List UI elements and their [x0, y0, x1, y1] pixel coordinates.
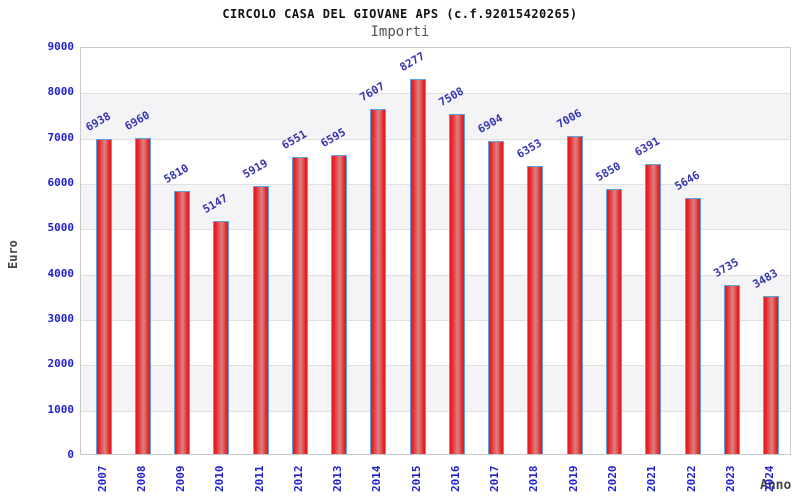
chart-title: CIRCOLO CASA DEL GIOVANE APS (c.f.920154… — [222, 7, 578, 21]
bar-2012 — [291, 157, 308, 454]
x-axis-title: Anno — [760, 478, 792, 493]
y-tick-label: 8000 — [47, 85, 75, 99]
gridline — [81, 365, 790, 367]
bar-2007 — [95, 139, 112, 454]
x-tick-label: 2019 — [566, 465, 580, 493]
x-tick-label: 2016 — [448, 465, 462, 493]
y-tick-label: 1000 — [47, 402, 75, 416]
bar-value-label: 5850 — [593, 159, 623, 184]
bar-2014 — [370, 109, 387, 454]
x-tick-label: 2012 — [291, 465, 305, 493]
bar-2021 — [645, 164, 662, 454]
bar-value-label: 8277 — [397, 49, 427, 74]
y-tick-label: 4000 — [47, 266, 75, 280]
bar-2011 — [252, 185, 269, 454]
plot-area: 6938 6960 5810 5147 5919 6551 6595 7607 8277 7508… — [80, 47, 791, 455]
bar-2022 — [684, 198, 701, 454]
gridline — [81, 410, 790, 412]
bar-2017 — [488, 141, 505, 454]
chart-subtitle: Importi — [370, 24, 430, 40]
bar-value-label: 6353 — [514, 136, 545, 161]
bar-2010 — [213, 220, 230, 454]
y-tick-label: 5000 — [47, 221, 75, 235]
grid-band — [81, 184, 790, 230]
bar-2018 — [527, 166, 544, 454]
x-tick-label: 2014 — [370, 465, 384, 493]
bar-2013 — [331, 155, 348, 454]
x-tick-label: 2009 — [174, 465, 188, 493]
x-tick-label: 2011 — [252, 465, 266, 493]
x-tick-label: 2007 — [95, 465, 109, 493]
y-tick-label: 0 — [67, 448, 74, 461]
bar-value-label: 5810 — [161, 161, 191, 186]
gridline — [81, 138, 790, 140]
x-tick-label: 2008 — [134, 465, 148, 493]
x-tick-label: 2018 — [527, 465, 541, 493]
gridline — [81, 229, 790, 231]
grid-band — [81, 365, 790, 411]
y-tick-label: 9000 — [47, 40, 75, 53]
bar-2015 — [409, 78, 426, 454]
x-tick-label: 2023 — [723, 465, 737, 493]
gridline — [81, 274, 790, 276]
y-axis-title: Euro — [6, 240, 20, 269]
grid-band — [81, 93, 790, 139]
x-tick-label: 2015 — [409, 465, 423, 493]
x-tick-label: 2021 — [645, 465, 659, 493]
x-tick-label: 2010 — [213, 465, 227, 493]
bar-2020 — [606, 188, 622, 454]
bar-2019 — [566, 136, 583, 454]
y-tick-label: 6000 — [47, 176, 75, 189]
grid-band — [81, 274, 790, 320]
gridline — [81, 320, 790, 321]
gridline — [81, 93, 790, 95]
y-tick-label: 3000 — [47, 312, 75, 325]
x-tick-label: 2020 — [606, 465, 619, 493]
y-tick-label: 2000 — [47, 357, 75, 371]
bar-value-label: 5919 — [240, 156, 270, 181]
x-tick-label: 2024 — [763, 465, 777, 493]
y-tick-label: 7000 — [47, 130, 75, 144]
x-tick-label: 2013 — [331, 465, 345, 493]
bar-2008 — [134, 138, 151, 454]
gridline — [81, 184, 790, 185]
bar-2016 — [448, 113, 465, 454]
x-tick-label: 2022 — [684, 465, 698, 493]
bar-2009 — [174, 190, 191, 454]
bar-2024 — [763, 296, 780, 454]
bar-2023 — [723, 284, 740, 454]
x-tick-label: 2017 — [488, 465, 502, 493]
